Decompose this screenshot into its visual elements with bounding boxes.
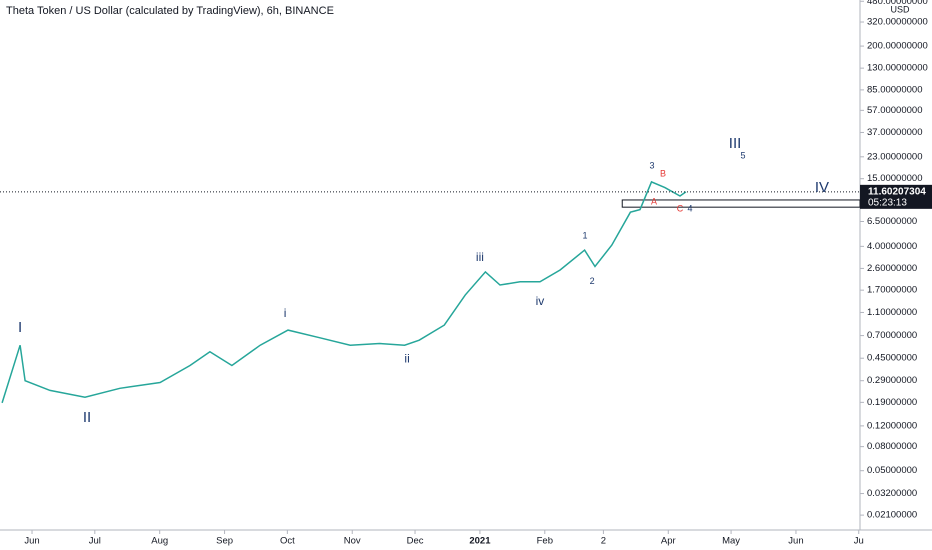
x-tick-label: Nov [344, 536, 361, 547]
x-tick-label: May [722, 536, 740, 547]
chart-title: Theta Token / US Dollar (calculated by T… [6, 5, 334, 17]
x-tick-label: Aug [151, 536, 168, 547]
wave-label: 3 [649, 160, 654, 170]
y-tick-label: 2.60000000 [867, 263, 917, 274]
y-tick-label: 0.29000000 [867, 375, 917, 386]
wave-label: iii [476, 250, 484, 264]
x-tick-label: Apr [661, 536, 676, 547]
x-tick-label: 2 [601, 536, 606, 547]
x-tick-label: 2021 [469, 536, 491, 547]
y-tick-label: 23.00000000 [867, 151, 922, 162]
wave-label: 1 [582, 230, 587, 240]
x-tick-label: Ju [854, 536, 864, 547]
wave-label: III [729, 135, 742, 152]
wave-label: 2 [590, 276, 595, 286]
x-tick-label: Sep [216, 536, 233, 547]
y-tick-label: 57.00000000 [867, 105, 922, 116]
wave-label: B [660, 168, 666, 178]
price-line [1, 180, 687, 404]
y-tick-label: 0.45000000 [867, 353, 917, 364]
x-tick-label: Feb [537, 536, 553, 547]
last-price-box [860, 184, 932, 209]
y-tick-label: 480.00000000 [867, 0, 928, 7]
y-tick-label: 1.10000000 [867, 307, 917, 318]
wave-label: A [651, 196, 657, 206]
y-tick-label: 4.00000000 [867, 241, 917, 252]
x-tick-label: Jun [788, 536, 803, 547]
countdown: 05:23:13 [868, 197, 907, 208]
y-tick-label: 85.00000000 [867, 84, 922, 95]
y-tick-label: 320.00000000 [867, 17, 928, 28]
y-tick-label: 130.00000000 [867, 63, 928, 74]
wave-label: II [83, 409, 91, 426]
x-tick-label: Dec [407, 536, 424, 547]
wave-label: 5 [740, 150, 745, 160]
wave-label: C [677, 203, 684, 213]
y-tick-label: 0.12000000 [867, 420, 917, 431]
wave-label: IV [815, 179, 829, 196]
y-tick-label: 15.00000000 [867, 173, 922, 184]
wave-label: ii [404, 352, 409, 366]
y-unit: USD [890, 4, 910, 14]
x-tick-label: Oct [280, 536, 295, 547]
y-tick-label: 0.02100000 [867, 510, 917, 521]
x-tick-label: Jul [89, 536, 101, 547]
wave-label: I [18, 319, 22, 336]
y-tick-label: 0.08000000 [867, 441, 917, 452]
wave-label: i [284, 306, 287, 320]
y-tick-label: 200.00000000 [867, 41, 928, 52]
wave-label: 4 [688, 203, 693, 213]
last-price-label: 11.60207304 [868, 186, 926, 197]
y-tick-label: 0.03200000 [867, 488, 917, 499]
wave-label: iv [536, 294, 545, 308]
y-tick-label: 6.50000000 [867, 216, 917, 227]
y-tick-label: 0.70000000 [867, 330, 917, 341]
y-tick-label: 37.00000000 [867, 127, 922, 138]
x-tick-label: Jun [24, 536, 39, 547]
y-tick-label: 0.05000000 [867, 465, 917, 476]
y-tick-label: 1.70000000 [867, 285, 917, 296]
y-tick-label: 0.19000000 [867, 397, 917, 408]
